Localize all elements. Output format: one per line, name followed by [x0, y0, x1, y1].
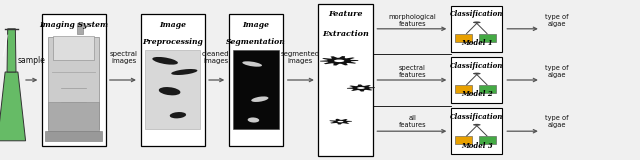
Text: all
features: all features	[398, 115, 426, 128]
Circle shape	[334, 60, 344, 62]
Ellipse shape	[159, 87, 180, 95]
FancyBboxPatch shape	[451, 108, 502, 154]
FancyBboxPatch shape	[479, 34, 496, 42]
Circle shape	[473, 21, 481, 23]
Text: type of
algae: type of algae	[545, 115, 568, 128]
FancyBboxPatch shape	[77, 23, 83, 34]
Polygon shape	[7, 29, 16, 72]
Polygon shape	[0, 72, 26, 141]
FancyBboxPatch shape	[455, 136, 472, 144]
FancyBboxPatch shape	[53, 36, 95, 60]
FancyBboxPatch shape	[479, 136, 496, 144]
Ellipse shape	[152, 57, 178, 65]
FancyBboxPatch shape	[45, 131, 102, 141]
Ellipse shape	[172, 69, 197, 75]
Text: Model 1: Model 1	[461, 39, 493, 47]
FancyBboxPatch shape	[455, 85, 472, 93]
Text: morphological
features: morphological features	[388, 14, 436, 27]
FancyBboxPatch shape	[319, 4, 372, 156]
FancyBboxPatch shape	[479, 85, 496, 93]
Polygon shape	[347, 84, 375, 92]
Text: Classification: Classification	[450, 62, 504, 70]
Text: Image: Image	[243, 21, 269, 29]
Text: segmented
images: segmented images	[280, 51, 320, 64]
FancyBboxPatch shape	[229, 14, 284, 146]
Circle shape	[473, 73, 481, 75]
Ellipse shape	[243, 61, 262, 67]
Circle shape	[473, 124, 481, 126]
Text: Image: Image	[159, 21, 186, 29]
FancyBboxPatch shape	[451, 6, 502, 52]
Text: Preprocessing: Preprocessing	[142, 38, 204, 46]
Text: Classification: Classification	[450, 113, 504, 121]
Circle shape	[337, 121, 344, 122]
Text: spectral
images: spectral images	[109, 51, 138, 64]
Text: spectral
features: spectral features	[398, 65, 426, 78]
FancyBboxPatch shape	[48, 102, 99, 135]
Text: Segmentation: Segmentation	[226, 38, 286, 46]
Circle shape	[357, 87, 365, 89]
FancyBboxPatch shape	[42, 14, 106, 146]
Polygon shape	[329, 119, 352, 124]
Ellipse shape	[248, 117, 259, 123]
Text: Classification: Classification	[450, 10, 504, 18]
Text: type of
algae: type of algae	[545, 65, 568, 78]
Text: Extraction: Extraction	[322, 30, 369, 38]
Ellipse shape	[170, 112, 186, 118]
Text: Imaging System: Imaging System	[39, 21, 108, 29]
FancyBboxPatch shape	[48, 37, 99, 129]
Text: Model 3: Model 3	[461, 142, 493, 150]
Ellipse shape	[252, 96, 268, 102]
Text: type of
algae: type of algae	[545, 14, 568, 27]
FancyBboxPatch shape	[455, 34, 472, 42]
FancyBboxPatch shape	[141, 14, 205, 146]
Text: sample: sample	[18, 56, 46, 65]
Text: Feature: Feature	[328, 10, 363, 18]
Text: cleaned
images: cleaned images	[202, 51, 229, 64]
FancyBboxPatch shape	[145, 50, 200, 129]
FancyBboxPatch shape	[232, 50, 280, 129]
Text: Model 2: Model 2	[461, 90, 493, 98]
Polygon shape	[320, 56, 358, 66]
FancyBboxPatch shape	[451, 57, 502, 103]
